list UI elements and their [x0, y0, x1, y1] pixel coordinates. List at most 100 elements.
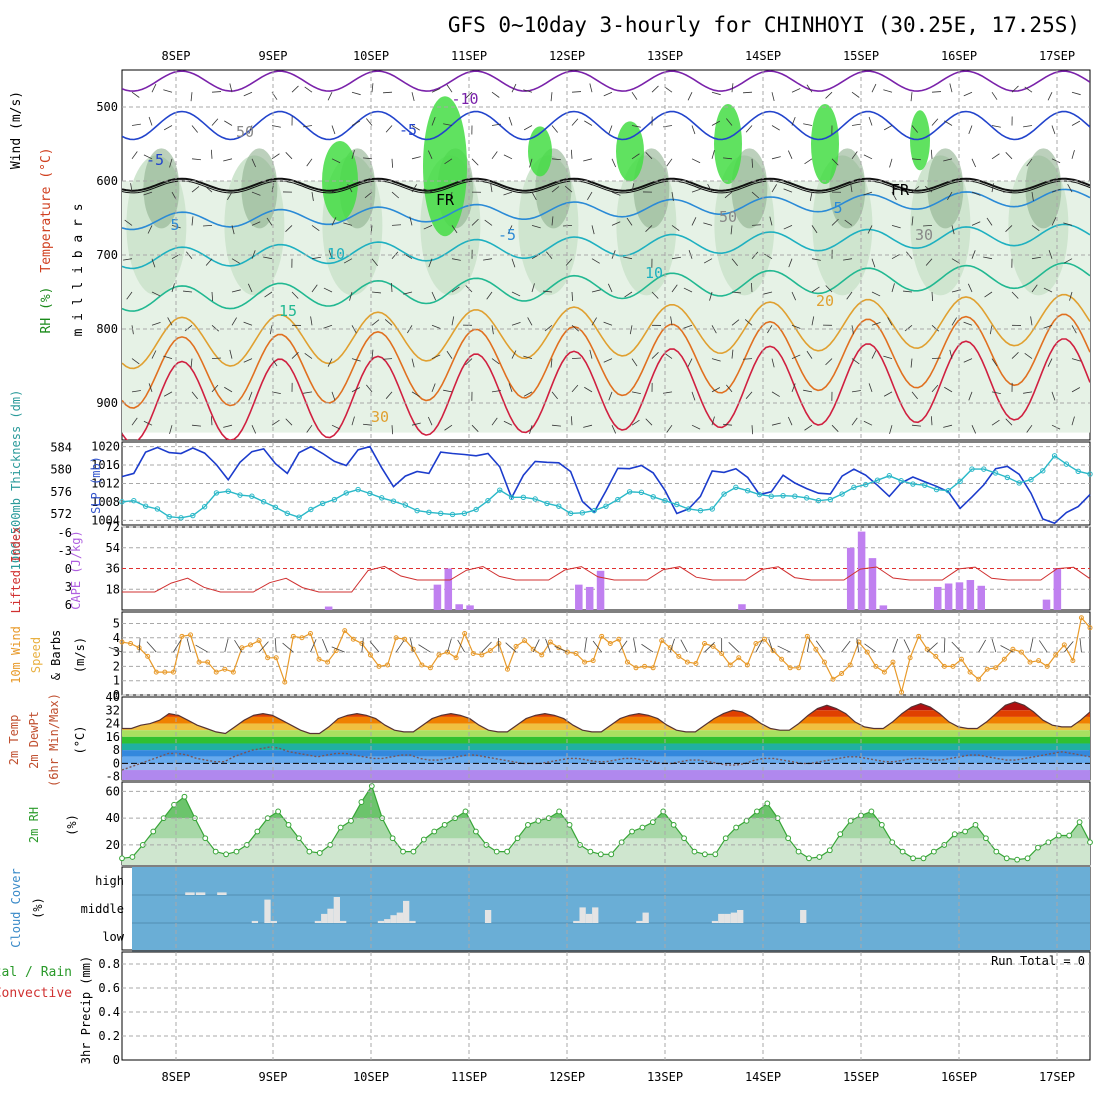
wind-speed-point	[1078, 615, 1084, 621]
thickness-point	[863, 481, 869, 488]
wind-barb	[571, 291, 574, 302]
wind-speed-point	[753, 640, 759, 646]
wind-tick: 3	[113, 645, 120, 659]
thickness-point	[792, 493, 798, 499]
wind-barb	[565, 258, 573, 266]
wind-barb	[371, 291, 381, 294]
wind-barb	[291, 352, 299, 359]
lifted-tick: 6	[65, 598, 72, 612]
cloud-middle-bar	[339, 920, 347, 923]
wind-barb	[703, 222, 713, 226]
wind-barb	[944, 120, 953, 126]
thickness-point	[355, 486, 361, 493]
pressure-tick: 900	[96, 396, 118, 410]
cloud-middle-bar	[592, 907, 599, 923]
wind-barb	[949, 83, 953, 93]
wind-barb	[527, 317, 533, 326]
isotherm-line	[122, 262, 1090, 312]
wind-speed-point	[153, 669, 159, 675]
temp-band	[122, 750, 1090, 757]
wind-barb	[251, 191, 261, 196]
wind-barb	[210, 416, 213, 426]
wind-speed-point	[659, 638, 665, 644]
label-2m-rh: 2m RH	[27, 807, 41, 843]
wind-barb	[1039, 640, 1048, 653]
wind-barb	[231, 258, 240, 264]
bottom-day-label: 8SEP	[162, 1070, 191, 1084]
cloud-middle-bar	[730, 912, 738, 923]
wind-barb	[423, 225, 433, 230]
thickness-point	[284, 510, 290, 517]
label-2m-temp: 2m Temp	[7, 715, 21, 766]
wind-speed-point	[736, 655, 742, 661]
thickness-point	[780, 492, 786, 499]
cloud-middle-bar	[327, 908, 334, 923]
wind-barb	[631, 125, 641, 128]
rh-point	[785, 835, 792, 842]
wind-speed-point	[1044, 663, 1050, 669]
chart-title: GFS 0~10day 3-hourly for CHINHOYI (30.25…	[448, 13, 1080, 37]
wind-barb	[143, 420, 153, 426]
wind-speed-point	[839, 671, 845, 677]
thickness-point	[201, 504, 208, 510]
rh-area-dark	[633, 148, 670, 229]
wind-barb	[571, 324, 580, 332]
wind-speed-point	[984, 666, 990, 672]
wind-barb	[891, 253, 901, 260]
thickness-point	[426, 509, 432, 515]
wind-barb	[891, 225, 901, 229]
wind-barb	[347, 184, 353, 193]
wind-barb	[351, 416, 355, 426]
wind-barb	[211, 357, 222, 359]
wind-barb	[851, 151, 858, 160]
thickness-tick: 584	[50, 441, 72, 455]
wind-speed-point	[890, 659, 896, 665]
wind-barb	[202, 225, 213, 227]
thickness-point	[733, 484, 739, 491]
wind-barb	[851, 123, 861, 126]
wind-barb	[351, 91, 361, 96]
wind-speed-point	[325, 659, 331, 665]
wind-barb	[1011, 352, 1019, 359]
wind-speed-point	[642, 663, 648, 669]
isotherm-label: 50	[719, 208, 737, 226]
wind-speed-point	[119, 639, 125, 645]
wind-barb	[863, 154, 873, 160]
cloud-middle-bar	[573, 920, 580, 923]
wind-barb	[1023, 391, 1033, 394]
wind-barb	[731, 83, 734, 93]
rh-point	[431, 828, 438, 835]
cape-bar	[868, 558, 877, 610]
rh-point	[899, 848, 906, 855]
wind-barb	[911, 216, 914, 226]
wind-barb	[626, 217, 633, 226]
wind-barb	[949, 349, 953, 359]
label-temp-unit: (°C)	[73, 726, 87, 755]
wind-barb	[447, 638, 452, 653]
wind-barb	[311, 284, 318, 293]
wind-barb	[1071, 91, 1081, 96]
wind-barb	[304, 86, 313, 93]
wind-barb	[491, 358, 500, 365]
wind-barb	[523, 355, 533, 359]
wind-barb	[511, 350, 517, 359]
thickness-point	[190, 512, 196, 519]
wind-barb	[991, 638, 997, 653]
rh-point	[223, 851, 229, 858]
wind-barb	[731, 291, 741, 294]
label-millibars: m i l l i b a r s	[71, 203, 86, 336]
wind-barb	[931, 91, 942, 93]
thickness-point	[520, 494, 527, 501]
wind-barb	[608, 125, 613, 135]
wind-speed-point	[256, 638, 262, 644]
wind-speed-point	[787, 665, 793, 671]
cape-bar	[738, 604, 746, 610]
wind-barb	[163, 89, 173, 93]
wind-barb	[562, 225, 573, 227]
cape-bar	[575, 584, 583, 610]
wind-speed-point	[205, 659, 211, 665]
wind-barb	[583, 424, 593, 428]
wind-barb	[143, 154, 153, 160]
wind-barb	[806, 84, 813, 93]
rh-point	[681, 835, 687, 842]
